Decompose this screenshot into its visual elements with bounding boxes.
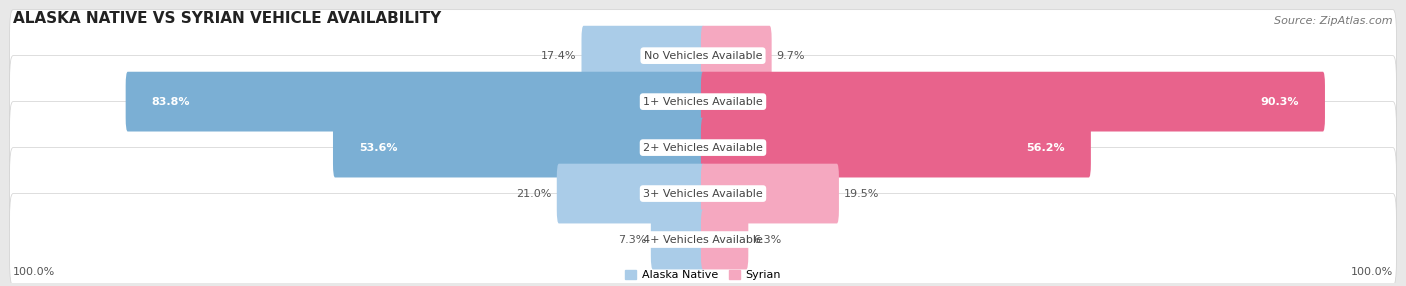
Text: No Vehicles Available: No Vehicles Available [644,51,762,61]
Text: ALASKA NATIVE VS SYRIAN VEHICLE AVAILABILITY: ALASKA NATIVE VS SYRIAN VEHICLE AVAILABI… [13,11,441,26]
Text: 4+ Vehicles Available: 4+ Vehicles Available [643,235,763,245]
FancyBboxPatch shape [582,26,704,86]
Text: 53.6%: 53.6% [359,143,398,153]
Text: 3+ Vehicles Available: 3+ Vehicles Available [643,188,763,198]
Text: 7.3%: 7.3% [617,235,645,245]
Text: 9.7%: 9.7% [776,51,806,61]
FancyBboxPatch shape [702,210,748,269]
Text: 83.8%: 83.8% [152,97,190,107]
Text: 2+ Vehicles Available: 2+ Vehicles Available [643,143,763,153]
FancyBboxPatch shape [557,164,704,223]
FancyBboxPatch shape [10,10,1396,102]
Text: 21.0%: 21.0% [516,188,553,198]
Text: 6.3%: 6.3% [754,235,782,245]
FancyBboxPatch shape [10,102,1396,194]
Text: 100.0%: 100.0% [1351,267,1393,277]
Text: Source: ZipAtlas.com: Source: ZipAtlas.com [1274,16,1393,26]
FancyBboxPatch shape [702,118,1091,178]
Text: 19.5%: 19.5% [844,188,879,198]
Legend: Alaska Native, Syrian: Alaska Native, Syrian [624,270,782,281]
FancyBboxPatch shape [333,118,704,178]
Text: 90.3%: 90.3% [1260,97,1299,107]
FancyBboxPatch shape [651,210,704,269]
Text: 100.0%: 100.0% [13,267,55,277]
FancyBboxPatch shape [702,26,772,86]
Text: 17.4%: 17.4% [541,51,576,61]
FancyBboxPatch shape [10,148,1396,240]
Text: 1+ Vehicles Available: 1+ Vehicles Available [643,97,763,107]
FancyBboxPatch shape [10,194,1396,285]
FancyBboxPatch shape [702,164,839,223]
Text: 56.2%: 56.2% [1026,143,1064,153]
FancyBboxPatch shape [125,72,704,132]
FancyBboxPatch shape [702,72,1324,132]
FancyBboxPatch shape [10,56,1396,148]
